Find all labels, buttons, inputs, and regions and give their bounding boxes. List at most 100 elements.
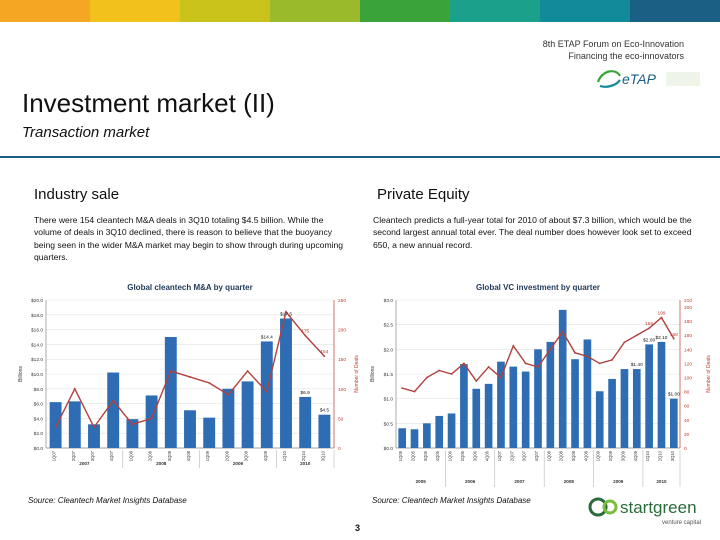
bar xyxy=(558,309,567,448)
deal-count-point xyxy=(660,316,663,319)
y2-tick-label: 0 xyxy=(684,446,687,452)
data-label: $6.9 xyxy=(301,390,311,396)
x-tick-label: 3Q06 xyxy=(472,450,477,461)
x-tick-label: 4Q08 xyxy=(583,450,588,461)
bar xyxy=(608,378,616,448)
x-tick-label: 1Q09 xyxy=(205,450,210,461)
bar xyxy=(460,364,468,448)
deal-count-point xyxy=(549,348,552,351)
data-label: 154 xyxy=(320,349,328,355)
band-segment xyxy=(540,0,630,22)
band-segment xyxy=(180,0,270,22)
x-tick-label: 2Q09 xyxy=(608,450,613,461)
bar xyxy=(222,388,235,448)
y-tick-label: $0.0 xyxy=(34,446,44,452)
bar xyxy=(410,429,419,448)
deal-count-point xyxy=(189,376,191,378)
bar xyxy=(472,388,481,448)
y-tick-label: $4.0 xyxy=(34,416,44,422)
data-label: $14.4 xyxy=(261,334,273,340)
deal-count-point xyxy=(574,351,576,354)
x-tick-label: 3Q10 xyxy=(670,450,675,461)
forum-subtitle: Financing the eco-innovators xyxy=(568,51,684,61)
y-tick-label: $0.5 xyxy=(384,421,394,427)
y-axis-title: Billions xyxy=(370,366,376,382)
industry-sale-source: Source: Cleantech Market Insights Databa… xyxy=(28,496,187,505)
y-tick-label: $1.0 xyxy=(384,397,394,403)
bar xyxy=(126,419,139,448)
deal-count-point xyxy=(586,355,589,358)
forum-title: 8th ETAP Forum on Eco-Innovation xyxy=(542,39,684,49)
year-label: 2010 xyxy=(656,479,667,484)
y-tick-label: $8.0 xyxy=(34,387,44,393)
bar xyxy=(260,341,273,448)
data-label: 165 xyxy=(645,321,653,327)
bar xyxy=(546,341,555,448)
y-tick-label: $18.0 xyxy=(31,313,43,319)
deal-count-point xyxy=(450,373,453,375)
deal-count-point xyxy=(438,369,441,372)
bar xyxy=(203,417,216,448)
y-tick-label: $10.0 xyxy=(31,372,43,378)
x-tick-label: 3Q08 xyxy=(167,450,172,461)
x-tick-label: 1Q06 xyxy=(448,450,453,461)
data-label: $1.00 xyxy=(668,392,680,398)
bar xyxy=(657,341,666,448)
bar xyxy=(280,318,292,448)
deal-count-point xyxy=(150,417,153,420)
bar xyxy=(435,415,444,448)
y2-tick-label: 140 xyxy=(684,347,692,353)
page-title: Investment market (II) xyxy=(22,88,275,118)
bar xyxy=(184,410,196,448)
x-tick-label: 2Q08 xyxy=(559,450,564,461)
bar xyxy=(620,369,629,448)
data-label: $1.40 xyxy=(631,362,643,368)
deal-count-point xyxy=(401,387,404,389)
bar xyxy=(669,398,678,448)
x-tick-label: 2Q05 xyxy=(411,450,416,461)
deal-count-point xyxy=(169,370,172,372)
bar xyxy=(595,391,604,448)
data-label: 158 xyxy=(670,332,678,338)
y2-tick-label: 200 xyxy=(684,305,692,311)
x-tick-label: 3Q08 xyxy=(571,450,576,461)
deal-count-point xyxy=(131,423,134,426)
y2-tick-label: 80 xyxy=(684,390,690,396)
bar xyxy=(299,396,312,448)
divider xyxy=(0,156,720,158)
bar xyxy=(88,424,100,448)
deal-count-point xyxy=(537,366,539,368)
bar xyxy=(447,413,456,448)
y-tick-label: $1.5 xyxy=(384,372,394,378)
private-equity-source: Source: Cleantech Market Insights Databa… xyxy=(372,496,531,505)
year-label: 2007 xyxy=(79,461,90,466)
bar xyxy=(318,414,331,448)
header-color-band xyxy=(0,0,720,22)
band-segment xyxy=(450,0,540,22)
x-tick-label: 3Q10 xyxy=(320,450,325,461)
private-equity-text: Cleantech predicts a full-year total for… xyxy=(373,215,692,250)
bar xyxy=(534,349,542,448)
y-axis-title: Billions xyxy=(18,366,24,382)
x-tick-label: 4Q06 xyxy=(485,450,490,461)
y-tick-label: $14.0 xyxy=(31,342,43,348)
band-segment xyxy=(90,0,180,22)
y2-tick-label: 0 xyxy=(338,446,341,452)
etap-logo: eTAP xyxy=(596,70,700,88)
y2-tick-label: 60 xyxy=(684,404,690,410)
deal-count-point xyxy=(208,381,211,384)
x-tick-label: 4Q05 xyxy=(435,450,440,461)
x-tick-label: 1Q08 xyxy=(128,450,133,461)
data-label: $17.5 xyxy=(280,312,292,318)
deal-count-point xyxy=(112,399,115,402)
y-tick-label: $2.0 xyxy=(34,431,44,437)
x-tick-label: 2Q09 xyxy=(224,450,229,461)
year-label: 2009 xyxy=(613,479,624,484)
bar xyxy=(632,369,641,448)
deal-count-point xyxy=(648,327,651,330)
x-tick-label: 3Q05 xyxy=(423,450,428,461)
y-tick-label: $6.0 xyxy=(34,402,44,408)
y2-tick-label: 20 xyxy=(684,432,690,438)
bar xyxy=(484,383,493,448)
deal-count-point xyxy=(425,376,428,379)
